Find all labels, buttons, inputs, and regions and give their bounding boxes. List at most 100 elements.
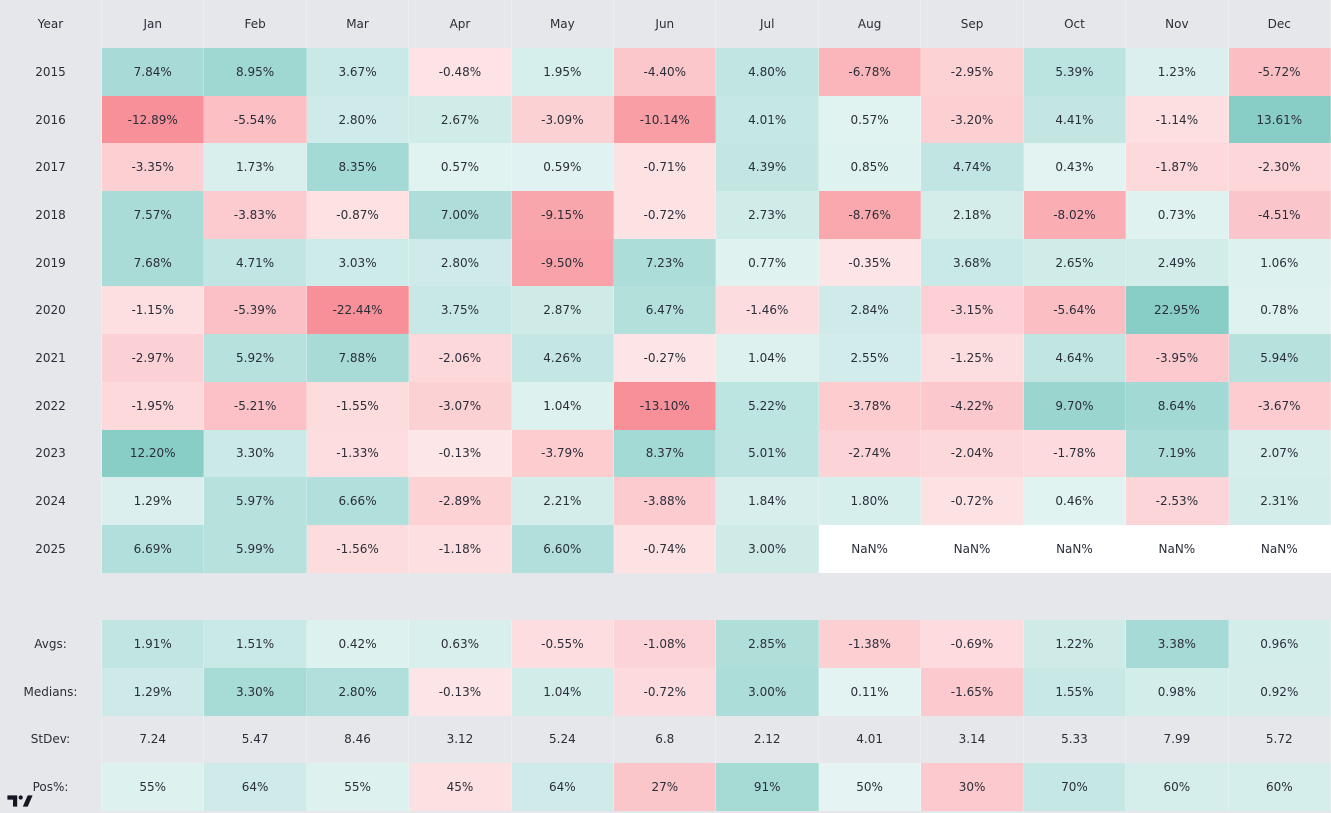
return-cell-2023-may: -3.79% (511, 429, 615, 478)
return-cell-2022-sep: -4.22% (921, 381, 1024, 430)
return-cell-2019-feb: 4.71% (204, 238, 307, 287)
return-cell-2015-nov: 1.23% (1126, 48, 1229, 96)
return-cell-2024-jul: 1.84% (716, 477, 819, 525)
year-label-2018: 2018 (0, 191, 102, 239)
stat-cell-avgs-dec: 0.96% (1228, 620, 1331, 668)
return-cell-2015-apr: -0.48% (409, 48, 512, 96)
month-header-oct: Oct (1023, 0, 1127, 48)
return-cell-2023-jan: 12.20% (102, 429, 205, 478)
stat-cell-medians-mar: 2.80% (306, 667, 410, 716)
return-cell-2016-jan: -12.89% (102, 95, 205, 144)
return-cell-2015-jan: 7.84% (102, 48, 205, 96)
return-cell-2017-aug: 0.85% (818, 143, 922, 192)
return-cell-2022-nov: 8.64% (1126, 381, 1229, 430)
stat-cell-stdev-apr: 3.12 (409, 715, 512, 764)
return-cell-2018-dec: -4.51% (1228, 191, 1331, 239)
stat-cell-stdev-jan: 7.24 (102, 715, 205, 764)
return-cell-2018-sep: 2.18% (921, 191, 1024, 239)
return-cell-2016-jul: 4.01% (716, 95, 819, 144)
stat-cell-pos-may: 64% (511, 763, 615, 811)
return-cell-2018-jan: 7.57% (102, 191, 205, 239)
stat-cell-pos-apr: 45% (409, 763, 512, 811)
return-cell-2022-aug: -3.78% (818, 381, 922, 430)
return-cell-2023-mar: -1.33% (306, 429, 410, 478)
stat-cell-medians-feb: 3.30% (204, 667, 307, 716)
return-cell-2015-jun: -4.40% (614, 48, 717, 96)
return-cell-2019-oct: 2.65% (1023, 238, 1127, 287)
month-header-mar: Mar (306, 0, 410, 48)
return-cell-2024-apr: -2.89% (409, 477, 512, 525)
return-cell-2024-oct: 0.46% (1023, 477, 1127, 525)
return-cell-2017-feb: 1.73% (204, 143, 307, 192)
stat-cell-stdev-dec: 5.72 (1228, 715, 1331, 764)
return-cell-2017-jul: 4.39% (716, 143, 819, 192)
month-header-may: May (511, 0, 615, 48)
return-cell-2016-sep: -3.20% (921, 95, 1024, 144)
stat-cell-pos-mar: 55% (306, 763, 410, 811)
stat-cell-stdev-jul: 2.12 (716, 715, 819, 764)
return-cell-2016-feb: -5.54% (204, 95, 307, 144)
stat-cell-stdev-sep: 3.14 (921, 715, 1024, 764)
return-cell-2015-dec: -5.72% (1228, 48, 1331, 96)
return-cell-2015-mar: 3.67% (306, 48, 410, 96)
return-cell-2021-sep: -1.25% (921, 334, 1024, 382)
month-header-feb: Feb (204, 0, 307, 48)
year-label-2021: 2021 (0, 334, 102, 382)
stat-cell-stdev-feb: 5.47 (204, 715, 307, 764)
return-cell-2017-jun: -0.71% (614, 143, 717, 192)
stat-cell-medians-jan: 1.29% (102, 667, 205, 716)
month-header-sep: Sep (921, 0, 1024, 48)
return-cell-2025-oct: NaN% (1023, 524, 1127, 573)
return-cell-2019-may: -9.50% (511, 238, 615, 287)
stat-cell-pos-oct: 70% (1023, 763, 1127, 811)
year-label-2019: 2019 (0, 238, 102, 287)
stat-cell-medians-oct: 1.55% (1023, 667, 1127, 716)
return-cell-2025-sep: NaN% (921, 524, 1024, 573)
return-cell-2017-sep: 4.74% (921, 143, 1024, 192)
return-cell-2022-may: 1.04% (511, 381, 615, 430)
year-label-2025: 2025 (0, 524, 102, 573)
return-cell-2024-dec: 2.31% (1228, 477, 1331, 525)
stat-label-stdev: StDev: (0, 715, 102, 764)
return-cell-2025-dec: NaN% (1228, 524, 1331, 573)
return-cell-2019-jun: 7.23% (614, 238, 717, 287)
return-cell-2023-jun: 8.37% (614, 429, 717, 478)
return-cell-2023-aug: -2.74% (818, 429, 922, 478)
return-cell-2018-oct: -8.02% (1023, 191, 1127, 239)
return-cell-2021-mar: 7.88% (306, 334, 410, 382)
return-cell-2018-apr: 7.00% (409, 191, 512, 239)
return-cell-2022-oct: 9.70% (1023, 381, 1127, 430)
stat-cell-pos-nov: 60% (1126, 763, 1229, 811)
stat-cell-medians-jul: 3.00% (716, 667, 819, 716)
return-cell-2015-aug: -6.78% (818, 48, 922, 96)
stat-cell-stdev-oct: 5.33 (1023, 715, 1127, 764)
month-header-jun: Jun (614, 0, 717, 48)
stat-cell-pos-dec: 60% (1228, 763, 1331, 811)
return-cell-2018-jul: 2.73% (716, 191, 819, 239)
return-cell-2023-oct: -1.78% (1023, 429, 1127, 478)
return-cell-2019-jul: 0.77% (716, 238, 819, 287)
return-cell-2017-oct: 0.43% (1023, 143, 1127, 192)
return-cell-2020-aug: 2.84% (818, 286, 922, 335)
stat-label-medians: Medians: (0, 667, 102, 716)
year-column-header: Year (0, 0, 102, 48)
month-header-jul: Jul (716, 0, 819, 48)
stat-cell-pos-feb: 64% (204, 763, 307, 811)
return-cell-2017-mar: 8.35% (306, 143, 410, 192)
return-cell-2018-mar: -0.87% (306, 191, 410, 239)
year-label-2022: 2022 (0, 381, 102, 430)
return-cell-2024-sep: -0.72% (921, 477, 1024, 525)
return-cell-2018-jun: -0.72% (614, 191, 717, 239)
stat-cell-medians-may: 1.04% (511, 667, 615, 716)
return-cell-2020-jun: 6.47% (614, 286, 717, 335)
return-cell-2024-jun: -3.88% (614, 477, 717, 525)
return-cell-2025-jul: 3.00% (716, 524, 819, 573)
return-cell-2020-apr: 3.75% (409, 286, 512, 335)
return-cell-2019-aug: -0.35% (818, 238, 922, 287)
return-cell-2024-mar: 6.66% (306, 477, 410, 525)
stats-spacer (0, 572, 1331, 621)
return-cell-2017-jan: -3.35% (102, 143, 205, 192)
return-cell-2020-dec: 0.78% (1228, 286, 1331, 335)
return-cell-2016-dec: 13.61% (1228, 95, 1331, 144)
return-cell-2021-may: 4.26% (511, 334, 615, 382)
